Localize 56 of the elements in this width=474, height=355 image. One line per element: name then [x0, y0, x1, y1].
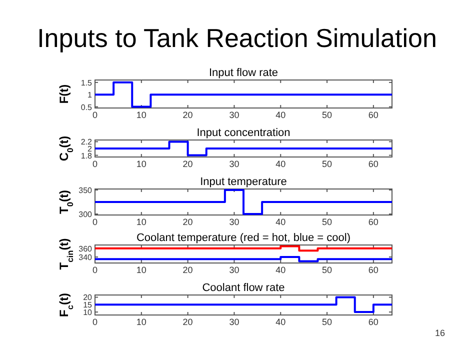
x-tick-label: 0 [92, 265, 98, 275]
x-tick-label: 60 [368, 317, 378, 327]
x-tick-label: 10 [136, 217, 146, 227]
x-tick-label: 0 [92, 317, 98, 327]
x-tick-label: 20 [182, 317, 193, 327]
x-tick-label: 30 [229, 217, 240, 227]
x-tick-label: 40 [276, 265, 286, 275]
x-tick-label: 20 [182, 110, 193, 120]
text: 16 [434, 328, 446, 338]
x-tick-label: 20 [182, 217, 193, 227]
x-tick-label: 30 [229, 317, 240, 327]
chart-title: Coolant temperature (red = hot, blue = cool) [136, 232, 351, 244]
chart-title: Coolant flow rate [202, 282, 285, 294]
y-tick-label: 20 [83, 293, 93, 302]
x-tick-label: 10 [136, 265, 146, 275]
text: Inputs to Tank Reaction Simulation [37, 23, 437, 53]
x-tick-label: 50 [322, 110, 332, 120]
y-tick-label: 10 [83, 308, 93, 318]
x-tick-label: 40 [276, 159, 286, 169]
x-tick-label: 50 [322, 265, 332, 275]
x-tick-label: 50 [322, 159, 332, 169]
x-tick-label: 0 [92, 159, 98, 169]
x-tick-label: 10 [136, 159, 146, 169]
y-tick-label: 340 [78, 253, 93, 262]
x-tick-label: 60 [368, 110, 378, 120]
y-tick-label: 300 [78, 210, 93, 220]
y-tick-label: 350 [78, 186, 93, 195]
y-tick-label: 15 [83, 300, 93, 310]
x-tick-label: 20 [182, 265, 193, 275]
x-tick-label: 40 [276, 217, 286, 227]
x-tick-label: 50 [322, 217, 332, 227]
y-tick-label: 0.5 [80, 102, 93, 112]
x-tick-label: 0 [92, 217, 98, 227]
y-tick-label: 1 [88, 90, 93, 100]
x-tick-label: 30 [229, 159, 240, 169]
chart-title: Input temperature [200, 176, 287, 188]
x-tick-label: 30 [229, 265, 240, 275]
x-tick-label: 10 [136, 110, 146, 120]
y-tick-label: 1.5 [80, 78, 93, 88]
chart-title: Input concentration [196, 127, 290, 139]
x-tick-label: 60 [368, 217, 378, 227]
x-tick-label: 30 [229, 110, 240, 120]
x-tick-label: 20 [182, 159, 193, 169]
y-tick-label: 2 [88, 144, 93, 154]
x-tick-label: 0 [92, 110, 98, 120]
x-tick-label: 60 [368, 159, 378, 169]
chart-title: Input flow rate [208, 67, 278, 79]
y-tick-label: 1.8 [80, 151, 93, 160]
x-tick-label: 10 [136, 317, 146, 327]
x-tick-label: 40 [276, 317, 286, 327]
y-tick-label: 2.2 [80, 138, 93, 147]
x-tick-label: 40 [276, 110, 286, 120]
y-tick-label: 360 [78, 244, 93, 254]
y-axis-title: F(t) [57, 84, 71, 104]
x-tick-label: 60 [368, 265, 378, 275]
x-tick-label: 50 [322, 317, 332, 327]
